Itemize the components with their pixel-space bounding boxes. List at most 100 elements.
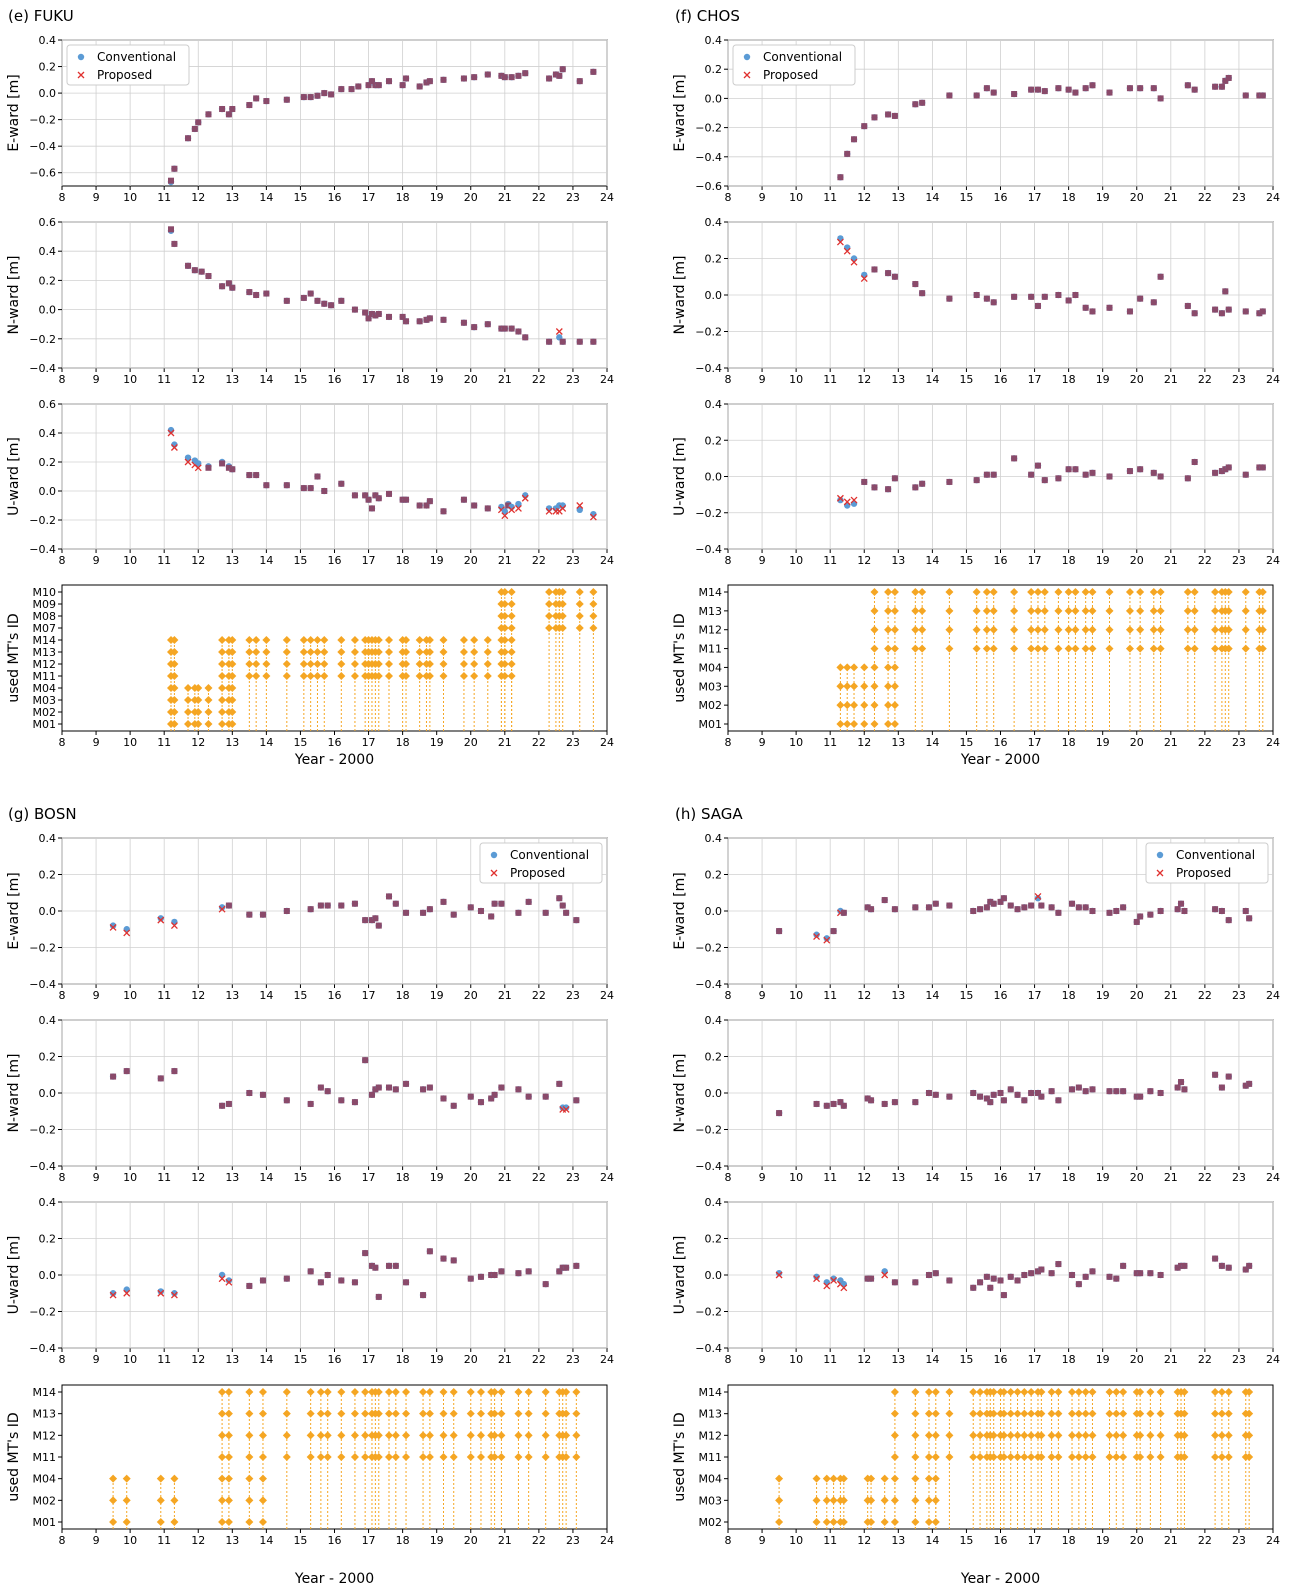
mt-marker bbox=[911, 588, 920, 596]
subplot-e-ward: 8 9 10 11 12 13 14 15 16 17 18 19 20 21 22 23 24E-ward [… bbox=[672, 34, 1280, 204]
x-tick-label: 20 bbox=[464, 554, 478, 567]
proposed-point bbox=[1218, 1084, 1225, 1091]
mt-marker bbox=[1149, 625, 1158, 634]
mt-marker bbox=[194, 684, 203, 692]
mt-marker bbox=[1136, 1388, 1145, 1396]
mt-marker bbox=[999, 1431, 1008, 1440]
proposed-point bbox=[1034, 462, 1041, 469]
x-tick-label: 15 bbox=[293, 191, 307, 204]
proposed-point bbox=[1242, 308, 1249, 315]
mt-marker bbox=[558, 612, 567, 620]
mt-marker bbox=[1156, 1453, 1165, 1461]
mt-marker bbox=[524, 1453, 533, 1461]
mt-marker bbox=[1211, 644, 1220, 653]
proposed-point bbox=[1178, 1262, 1185, 1269]
mt-marker bbox=[918, 606, 927, 615]
x-tick-label: 8 bbox=[725, 1353, 732, 1366]
proposed-point bbox=[392, 900, 399, 907]
x-tick-label: 22 bbox=[1198, 1534, 1212, 1547]
mt-marker bbox=[541, 1388, 550, 1396]
proposed-point bbox=[426, 78, 433, 85]
proposed-point bbox=[307, 1100, 314, 1107]
proposed-point bbox=[157, 916, 165, 924]
x-tick-label: 18 bbox=[396, 191, 410, 204]
mt-marker bbox=[320, 660, 329, 668]
proposed-point bbox=[460, 496, 467, 503]
proposed-point bbox=[868, 1275, 875, 1282]
proposed-point bbox=[1225, 917, 1232, 924]
mt-marker bbox=[252, 660, 261, 668]
mt-marker bbox=[500, 648, 509, 656]
mt-marker bbox=[1054, 1388, 1063, 1396]
mt-marker bbox=[282, 672, 291, 680]
conventional-point bbox=[501, 508, 509, 515]
x-tick-label: 8 bbox=[59, 1171, 66, 1184]
proposed-point bbox=[1014, 906, 1021, 913]
mt-marker bbox=[1033, 644, 1042, 653]
mt-marker bbox=[1119, 1453, 1128, 1461]
proposed-point bbox=[1120, 1088, 1127, 1095]
proposed-point bbox=[471, 324, 478, 331]
mt-marker bbox=[184, 696, 193, 704]
proposed-point bbox=[891, 906, 898, 913]
y-tick-label: −0.2 bbox=[695, 326, 722, 339]
proposed-point bbox=[300, 485, 307, 492]
x-tick-label: 20 bbox=[464, 1171, 478, 1184]
proposed-point bbox=[392, 1086, 399, 1093]
mt-marker bbox=[884, 663, 893, 672]
x-tick-label: 10 bbox=[789, 989, 803, 1002]
mt-marker bbox=[1224, 1409, 1233, 1418]
proposed-point bbox=[556, 1080, 563, 1087]
proposed-point bbox=[253, 95, 260, 102]
mt-marker bbox=[439, 1409, 448, 1418]
mt-marker bbox=[204, 696, 213, 704]
proposed-point bbox=[399, 313, 406, 320]
x-tick-label: 18 bbox=[1062, 1353, 1076, 1366]
proposed-point bbox=[1212, 469, 1219, 476]
proposed-point bbox=[372, 1086, 379, 1093]
proposed-point bbox=[219, 1102, 226, 1109]
proposed-point bbox=[508, 74, 515, 81]
x-tick-label: 18 bbox=[396, 1353, 410, 1366]
mt-marker bbox=[890, 701, 899, 710]
mt-marker bbox=[989, 625, 998, 634]
proposed-point bbox=[403, 909, 410, 916]
mt-marker bbox=[306, 636, 315, 644]
mt-marker bbox=[1217, 1409, 1226, 1418]
proposed-point bbox=[559, 504, 567, 512]
proposed-point bbox=[946, 902, 953, 909]
mt-marker bbox=[337, 1409, 346, 1418]
proposed-point bbox=[362, 309, 369, 316]
x-tick-label: 10 bbox=[789, 736, 803, 749]
mt-marker bbox=[1020, 1409, 1029, 1418]
mt-marker bbox=[316, 1431, 325, 1440]
x-tick-label: 14 bbox=[259, 989, 273, 1002]
mt-marker bbox=[350, 1388, 359, 1396]
subplot-u-ward: 8 9 10 11 12 13 14 15 16 17 18 19 20 21 22 23 24U-ward [… bbox=[672, 1196, 1280, 1366]
mt-marker bbox=[918, 588, 927, 596]
mt-marker bbox=[822, 1474, 831, 1483]
mt-marker bbox=[812, 1496, 821, 1505]
mt-marker bbox=[459, 648, 468, 656]
proposed-point bbox=[576, 502, 584, 509]
proposed-point bbox=[977, 906, 984, 913]
conventional-point bbox=[157, 1288, 164, 1295]
x-tick-label: 11 bbox=[823, 1353, 837, 1366]
mt-marker bbox=[982, 588, 991, 596]
mt-marker bbox=[1006, 1453, 1015, 1461]
y-tick-label: M09 bbox=[33, 598, 57, 611]
mt-marker bbox=[313, 660, 322, 668]
subplot-e-ward: 8 9 10 11 12 13 14 15 16 17 18 19 20 21 22 23 24E-ward [… bbox=[6, 34, 614, 204]
x-tick-label: 16 bbox=[994, 736, 1008, 749]
mt-marker bbox=[507, 624, 516, 632]
mt-marker bbox=[911, 644, 920, 653]
mt-marker bbox=[1088, 1388, 1097, 1396]
mt-marker bbox=[156, 1496, 165, 1505]
proposed-point bbox=[338, 1097, 345, 1104]
mt-marker bbox=[282, 1431, 291, 1440]
proposed-point bbox=[365, 315, 372, 322]
mt-marker bbox=[507, 636, 516, 644]
y-tick-label: 0.4 bbox=[705, 1196, 723, 1209]
